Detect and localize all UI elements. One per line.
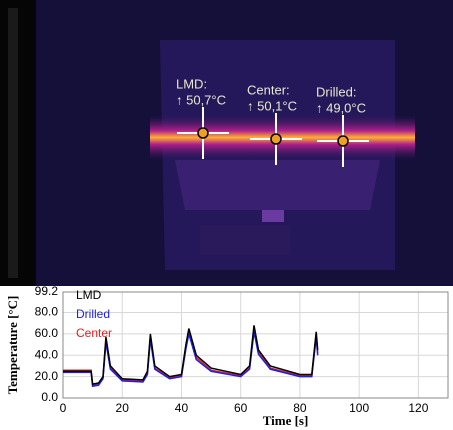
- y-tick-label: 40.0: [35, 347, 59, 361]
- y-tick-label: 20.0: [35, 369, 59, 383]
- thermal-image: [0, 0, 453, 286]
- y-tick-label: 0.0: [41, 390, 58, 404]
- screen: LMD:↑ 50,7°C Center:↑ 50,1°C Drilled:↑ 49,…: [0, 0, 453, 430]
- x-tick-label: 100: [349, 401, 369, 415]
- spot: [271, 134, 281, 144]
- spot-temp: ↑ 49,0°C: [316, 100, 366, 115]
- x-tick-label: 20: [116, 401, 130, 415]
- spot-name: Center:: [247, 82, 290, 97]
- legend-entry: Drilled: [76, 307, 110, 321]
- legend-entry: LMD: [76, 288, 102, 302]
- chart-panel: [0, 286, 453, 430]
- y-axis-label: Temperature [°C]: [5, 296, 20, 395]
- x-tick-label: 40: [175, 401, 189, 415]
- x-axis-label: Time [s]: [263, 413, 309, 428]
- x-tick-label: 120: [408, 401, 428, 415]
- y-tick-label: 99.2: [35, 284, 59, 298]
- legend-entry: Center: [76, 326, 112, 340]
- x-tick-label: 60: [234, 401, 248, 415]
- spot: [198, 128, 208, 138]
- spot-temp: ↑ 50,7°C: [176, 92, 226, 107]
- y-tick-label: 80.0: [35, 305, 59, 319]
- x-tick-label: 0: [60, 401, 67, 415]
- y-tick-label: 60.0: [35, 326, 59, 340]
- spot-temp: ↑ 50,1°C: [247, 98, 297, 113]
- spot-name: LMD:: [176, 76, 207, 91]
- spot: [338, 136, 348, 146]
- spot-name: Drilled:: [316, 84, 356, 99]
